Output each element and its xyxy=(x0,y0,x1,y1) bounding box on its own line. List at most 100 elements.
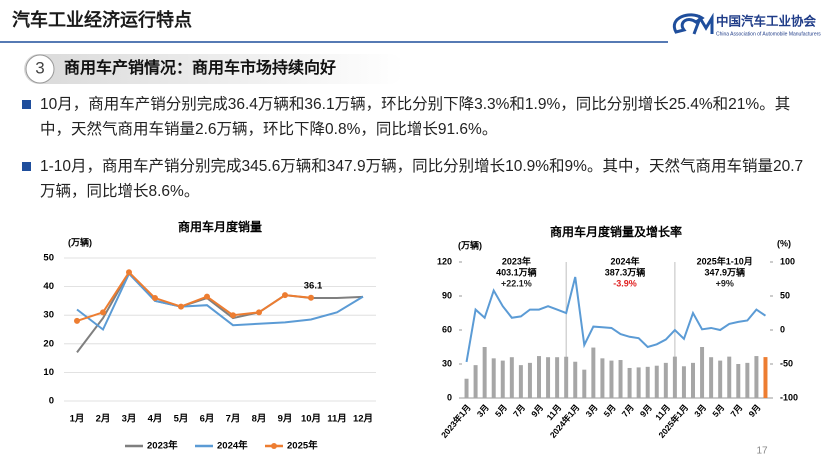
x-tick-label: 9月 xyxy=(529,402,545,419)
page-number: 17 xyxy=(756,446,768,457)
y-tick-label: 10 xyxy=(43,367,54,378)
point xyxy=(74,317,80,324)
annotation-rate: -3.9% xyxy=(613,278,637,288)
x-tick-label: 1月 xyxy=(70,414,85,425)
x-tick-label: 3月 xyxy=(692,402,708,419)
point xyxy=(100,309,106,316)
x-tick-label: 7月 xyxy=(620,402,636,419)
x-tick-label: 2023年1月 xyxy=(439,402,473,440)
section-badge xyxy=(25,54,55,84)
bar xyxy=(464,378,469,398)
y-tick-label: 90 xyxy=(442,290,452,300)
y2-tick-label: 50 xyxy=(780,290,790,300)
bar xyxy=(518,365,523,398)
legend-label: 2024年 xyxy=(217,440,248,452)
y2-tick-label: -50 xyxy=(780,358,793,368)
chart-title: 商用车月度销量及增长率 xyxy=(550,224,682,239)
x-tick-label: 10月 xyxy=(301,414,321,425)
bar xyxy=(718,360,723,398)
chart-title: 商用车月度销量 xyxy=(178,219,262,234)
x-tick-label: 9月 xyxy=(638,402,654,419)
bar xyxy=(555,357,560,398)
x-tick-label: 6月 xyxy=(200,414,215,425)
point xyxy=(256,309,262,316)
bar xyxy=(473,365,478,398)
bar xyxy=(754,356,759,398)
x-tick-label: 11月 xyxy=(327,414,347,425)
y-tick-label: 30 xyxy=(442,358,452,368)
bar xyxy=(573,361,578,398)
x-tick-label: 4月 xyxy=(148,414,163,425)
logo-mark xyxy=(672,12,714,35)
bar xyxy=(727,356,732,398)
x-tick-label: 8月 xyxy=(252,414,267,425)
section-title: 商用车产销情况：商用车市场持续向好 xyxy=(64,58,336,77)
annotation-volume: 403.1万辆 xyxy=(496,266,537,277)
point xyxy=(204,293,210,300)
bar xyxy=(591,347,596,398)
bar xyxy=(627,367,632,398)
bar xyxy=(636,367,641,398)
x-tick-label: 5月 xyxy=(710,402,726,419)
section-banner xyxy=(24,54,404,84)
bar xyxy=(672,356,677,398)
annotation-year: 2025年1-10月 xyxy=(697,255,753,266)
bar xyxy=(700,347,705,398)
y-tick-label: 50 xyxy=(43,253,54,264)
x-tick-label: 12月 xyxy=(353,414,373,425)
x-tick-label: 5月 xyxy=(602,402,618,419)
bar xyxy=(645,366,650,398)
annotation-volume: 387.3万辆 xyxy=(605,266,646,277)
y2-tick-label: 0 xyxy=(780,324,785,334)
bar xyxy=(681,366,686,398)
slide-title: 汽车工业经济运行特点 xyxy=(12,9,192,30)
legend-label: 2023年 xyxy=(147,440,178,452)
x-tick-label: 3月 xyxy=(475,402,491,419)
point xyxy=(152,295,158,302)
annotation-rate: +9% xyxy=(716,278,734,288)
x-tick-label: 2月 xyxy=(96,414,111,425)
value-label: 36.1 xyxy=(304,280,323,291)
point xyxy=(308,294,314,301)
axis-unit: (万辆) xyxy=(68,236,92,247)
bar xyxy=(745,362,750,398)
y-tick-label: 30 xyxy=(43,310,54,321)
bar xyxy=(564,356,569,398)
y-tick-label: 20 xyxy=(43,338,54,349)
y2-tick-label: 100 xyxy=(780,256,795,266)
annotation-volume: 347.9万辆 xyxy=(704,266,745,277)
x-tick-label: 7月 xyxy=(511,402,527,419)
bar xyxy=(736,364,741,398)
bar xyxy=(491,358,496,398)
bullet: 10月，商用车产销分别完成36.4万辆和36.1万辆，环比分别下降3.3%和1.… xyxy=(22,92,812,142)
y-tick-label: 0 xyxy=(49,396,54,407)
x-tick-label: 3月 xyxy=(122,414,137,425)
bar xyxy=(582,369,587,398)
bar xyxy=(663,362,668,398)
bar xyxy=(763,357,768,398)
y-tick-label: 120 xyxy=(437,256,452,266)
y-tick-label: 0 xyxy=(447,392,452,402)
x-tick-label: 5月 xyxy=(493,402,509,419)
bar xyxy=(609,360,614,398)
x-tick-label: 3月 xyxy=(583,402,599,419)
x-tick-label: 9月 xyxy=(278,414,293,425)
bar xyxy=(546,357,551,398)
point xyxy=(126,269,132,276)
x-tick-label: 9月 xyxy=(747,402,763,419)
bar xyxy=(691,362,695,398)
series-line xyxy=(76,271,364,332)
bullet: 1-10月，商用车产销分别完成345.6万辆和347.9万辆，同比分别增长10.… xyxy=(22,154,812,204)
annotation-rate: +22.1% xyxy=(501,278,532,288)
bar xyxy=(509,357,514,398)
y-tick-label: 60 xyxy=(442,324,452,334)
org-name-en: China Association of Automobile Manufact… xyxy=(716,31,821,37)
bar xyxy=(654,365,659,398)
point xyxy=(230,312,236,319)
y2-tick-label: -100 xyxy=(780,392,798,402)
legend-marker xyxy=(271,443,277,449)
x-tick-label: 7月 xyxy=(728,402,744,419)
org-name: 中国汽车工业协会 xyxy=(716,13,817,28)
